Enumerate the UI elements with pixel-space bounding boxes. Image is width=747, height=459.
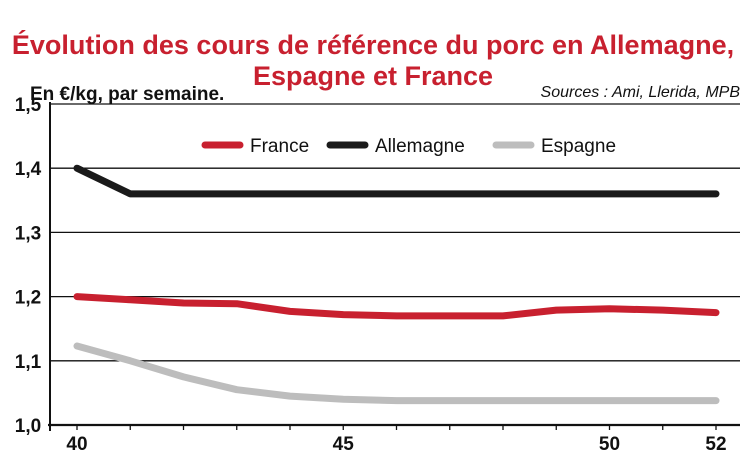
y-tick-labels: 1,0 1,1 1,2 1,3 1,4 1,5 [15, 95, 42, 437]
chart-title-line1: Évolution des cours de référence du porc… [12, 29, 734, 60]
chart-title-line2: Espagne et France [253, 61, 493, 91]
x-tick-labels: 40 45 50 52 [66, 434, 726, 455]
x-tick-label: 40 [66, 434, 87, 455]
x-tick-label: 52 [705, 434, 726, 455]
axes [48, 102, 740, 431]
unit-label: En €/kg, par semaine. [30, 84, 224, 105]
series-line-allemagne [73, 164, 720, 198]
legend-label-espagne: Espagne [541, 136, 616, 157]
series-line-france [73, 293, 720, 320]
gridlines [50, 103, 740, 362]
legend-label-france: France [250, 136, 309, 157]
series-lines [73, 164, 720, 405]
y-tick-label: 1,3 [15, 223, 41, 244]
legend: France Allemagne Espagne [201, 136, 616, 157]
series-line-espagne [73, 342, 720, 405]
legend-label-allemagne: Allemagne [375, 136, 465, 157]
y-tick-label: 1,2 [15, 288, 41, 309]
y-tick-label: 1,0 [15, 416, 41, 437]
y-tick-label: 1,1 [15, 352, 42, 373]
x-tick-label: 45 [333, 434, 355, 455]
x-tick-label: 50 [599, 434, 620, 455]
source-note: Sources : Ami, Llerida, MPB [541, 84, 741, 101]
y-tick-label: 1,4 [15, 159, 42, 180]
y-tick-label: 1,5 [15, 95, 42, 116]
